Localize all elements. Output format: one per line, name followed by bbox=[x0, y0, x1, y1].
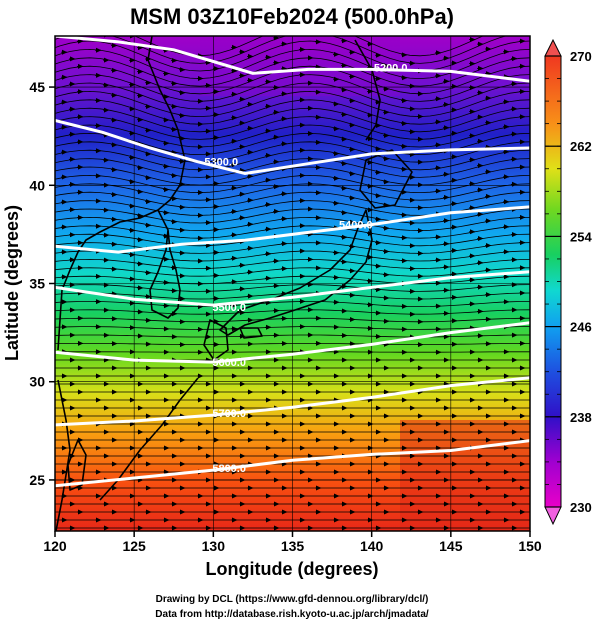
plot-area: 5200.0 5300.0 5400.0 5500.0 5600.0 5700.0 5800… bbox=[55, 36, 530, 531]
y-tick-label: 35 bbox=[29, 276, 45, 292]
streamline bbox=[55, 191, 530, 209]
contour-label: 5400.0 bbox=[339, 220, 373, 232]
streamline bbox=[55, 82, 530, 110]
y-axis-ticks: 25 30 35 40 45 bbox=[29, 79, 55, 488]
coastline-kyushu bbox=[203, 319, 229, 361]
streamline bbox=[55, 343, 530, 345]
wind-streamlines bbox=[55, 36, 530, 531]
streamline bbox=[55, 317, 530, 323]
streamline bbox=[55, 90, 530, 118]
colorbar-ticks: 230 238 246 254 262 270 bbox=[545, 49, 592, 515]
warm-core-patch bbox=[400, 420, 530, 531]
contour-label: 5600.0 bbox=[212, 357, 246, 369]
streamline bbox=[55, 141, 530, 163]
colorbar-tick-label: 238 bbox=[570, 410, 592, 425]
streamline bbox=[55, 40, 530, 72]
colorbar: 230 238 246 254 262 270 bbox=[544, 38, 592, 526]
streamline bbox=[55, 258, 530, 270]
contour-line bbox=[55, 376, 530, 427]
contour-line bbox=[55, 119, 530, 176]
contour-label: 5500.0 bbox=[212, 302, 246, 314]
y-tick-label: 25 bbox=[29, 472, 45, 488]
y-tick-label: 45 bbox=[29, 79, 45, 95]
streamline bbox=[55, 208, 530, 224]
contour-line bbox=[55, 270, 530, 307]
streamline bbox=[55, 107, 530, 133]
colorbar-tick-label: 230 bbox=[570, 500, 592, 515]
contour-line bbox=[55, 36, 530, 83]
streamline bbox=[55, 309, 530, 315]
streamline bbox=[55, 65, 530, 95]
coastline-hokkaido bbox=[359, 149, 413, 209]
x-axis-ticks: 120 125 130 135 140 145 150 bbox=[43, 531, 542, 554]
x-tick-label: 145 bbox=[439, 538, 463, 554]
contour-labels: 5200.0 5300.0 5400.0 5500.0 5600.0 5700.0 5800… bbox=[204, 62, 407, 475]
streamline bbox=[55, 36, 508, 64]
streamline bbox=[55, 216, 530, 232]
streamline bbox=[55, 57, 530, 87]
coastline-honshu bbox=[219, 209, 373, 336]
credit-dcl: Drawing by DCL (https://www.gfd-dennou.o… bbox=[156, 594, 429, 605]
contour-label: 5200.0 bbox=[374, 62, 408, 74]
y-axis-title: Latitude (degrees) bbox=[2, 205, 22, 361]
y-tick-label: 40 bbox=[29, 177, 45, 193]
credit-data-source: Data from http://database.rish.kyoto-u.a… bbox=[155, 609, 429, 620]
x-axis-title: Longitude (degrees) bbox=[205, 559, 378, 579]
colorbar-tick-label: 254 bbox=[570, 229, 592, 244]
chart-title: MSM 03Z10Feb2024 (500.0hPa) bbox=[130, 4, 454, 29]
coastline-continent bbox=[57, 36, 186, 351]
x-tick-label: 120 bbox=[43, 538, 67, 554]
contour-line bbox=[55, 439, 530, 488]
coastline-taiwan bbox=[67, 439, 87, 491]
x-tick-label: 140 bbox=[360, 538, 384, 554]
colorbar-bottom-arrow bbox=[544, 506, 562, 526]
colorbar-tick-label: 262 bbox=[570, 139, 592, 154]
streamline bbox=[55, 292, 530, 300]
streamline bbox=[55, 267, 530, 277]
y-tick-label: 30 bbox=[29, 374, 45, 390]
colorbar-tick-label: 270 bbox=[570, 49, 592, 64]
streamline bbox=[55, 158, 530, 178]
streamline bbox=[55, 116, 530, 140]
x-tick-label: 125 bbox=[122, 538, 146, 554]
colorbar-tick-label: 246 bbox=[570, 320, 592, 335]
contour-label: 5800.0 bbox=[212, 463, 246, 475]
contour-label: 5300.0 bbox=[204, 157, 238, 169]
contour-label: 5700.0 bbox=[212, 408, 246, 420]
streamline bbox=[55, 284, 530, 292]
streamline bbox=[55, 166, 530, 186]
contour-line bbox=[55, 205, 530, 254]
coastline-china-south bbox=[55, 379, 71, 531]
streamline bbox=[133, 36, 485, 57]
x-tick-label: 135 bbox=[281, 538, 305, 554]
streamline bbox=[55, 242, 530, 254]
contour-line bbox=[55, 321, 530, 364]
x-tick-label: 150 bbox=[518, 538, 542, 554]
gridlines bbox=[55, 36, 530, 531]
streamline bbox=[55, 334, 530, 338]
height-contours bbox=[55, 36, 530, 488]
colorbar-top-arrow bbox=[544, 38, 562, 57]
x-tick-label: 130 bbox=[202, 538, 226, 554]
